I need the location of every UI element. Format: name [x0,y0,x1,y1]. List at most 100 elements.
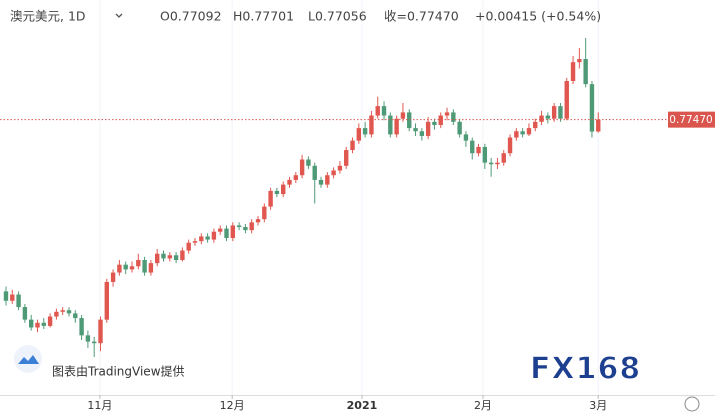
auto-scale-icon[interactable] [684,396,700,412]
candle-body [54,311,59,317]
candle-body [35,322,40,328]
candle-body [299,159,305,176]
candle-body [230,225,236,239]
candle [306,156,311,169]
candle [514,128,519,141]
candle [551,102,557,122]
close-value: 收=0.77470 [384,9,459,24]
candle [507,134,513,157]
candle-body [287,179,292,185]
x-tick-label: 12月 [220,399,245,412]
candle [381,101,387,121]
candle-body [394,118,399,135]
candle-body [60,310,65,312]
candle-body [331,170,336,176]
candle-body [293,175,299,180]
candle-body [444,112,450,116]
candle [394,115,399,138]
candle-body [596,119,601,132]
candle-body [129,266,135,270]
candle-body [362,128,368,135]
candle [230,222,236,242]
candle [369,110,374,138]
candle-body [104,281,109,320]
candle [148,259,154,276]
high-value: H0.77701 [233,9,294,24]
dropdown-icon[interactable] [115,13,123,18]
candle [589,81,595,138]
candle-body [495,162,500,165]
candle [262,203,267,223]
candle [41,318,46,330]
candle [173,252,179,264]
candle-body [28,319,34,328]
candle [186,239,191,254]
candle [167,252,173,262]
candle-body [224,228,229,239]
candle [91,336,97,358]
candle-body [526,128,532,135]
candle [268,187,273,210]
candle-body [73,313,78,319]
candle-body [463,134,469,141]
credit: 图表由TradingView提供 [52,364,185,379]
candle [488,157,494,177]
candle-body [488,162,494,165]
candle [432,118,437,130]
candle [577,48,582,69]
candle-body [274,190,280,195]
candle-body [407,112,412,129]
candle-body [476,146,481,154]
candle-body [16,294,21,308]
candle-body [312,165,317,180]
candle-body [520,131,525,135]
x-tick-label: 3月 [589,399,607,412]
candle [596,112,601,133]
x-tick-label: 11月 [87,399,112,412]
candle-body [356,128,362,141]
candle [66,307,72,317]
candle [199,233,204,245]
candle [98,316,103,352]
candle [192,238,198,246]
candle-body [255,219,261,223]
candle-body [136,259,141,267]
candle-body [10,294,15,301]
candle-body [192,241,198,243]
candle [337,161,343,174]
candle [236,222,242,231]
candle [255,216,261,226]
candle [287,176,292,188]
candle-body [583,59,588,85]
candle-body [148,263,154,273]
candle-body [218,228,223,232]
candle [526,123,532,136]
candle-body [507,137,513,154]
candle-body [337,165,343,171]
candle [218,225,223,235]
candle-body [3,291,9,301]
candle [85,330,91,348]
candle [476,143,481,157]
candle-body [199,236,204,242]
candle [444,107,450,121]
candle [180,247,185,262]
candle-body [564,81,569,119]
candle [325,172,330,188]
candle [123,261,128,275]
x-tick-label: 2月 [474,399,492,412]
candle [482,143,488,169]
candle [104,278,109,323]
candle-body [589,84,595,132]
candle [73,310,78,323]
candle-body [98,319,103,344]
candle-body [419,131,425,136]
candle-body [350,140,355,151]
candle-body [123,264,128,270]
candle [545,112,551,124]
candle-body [236,225,242,228]
candle-body [539,115,544,122]
candle-body [381,106,387,116]
candle [16,291,21,311]
